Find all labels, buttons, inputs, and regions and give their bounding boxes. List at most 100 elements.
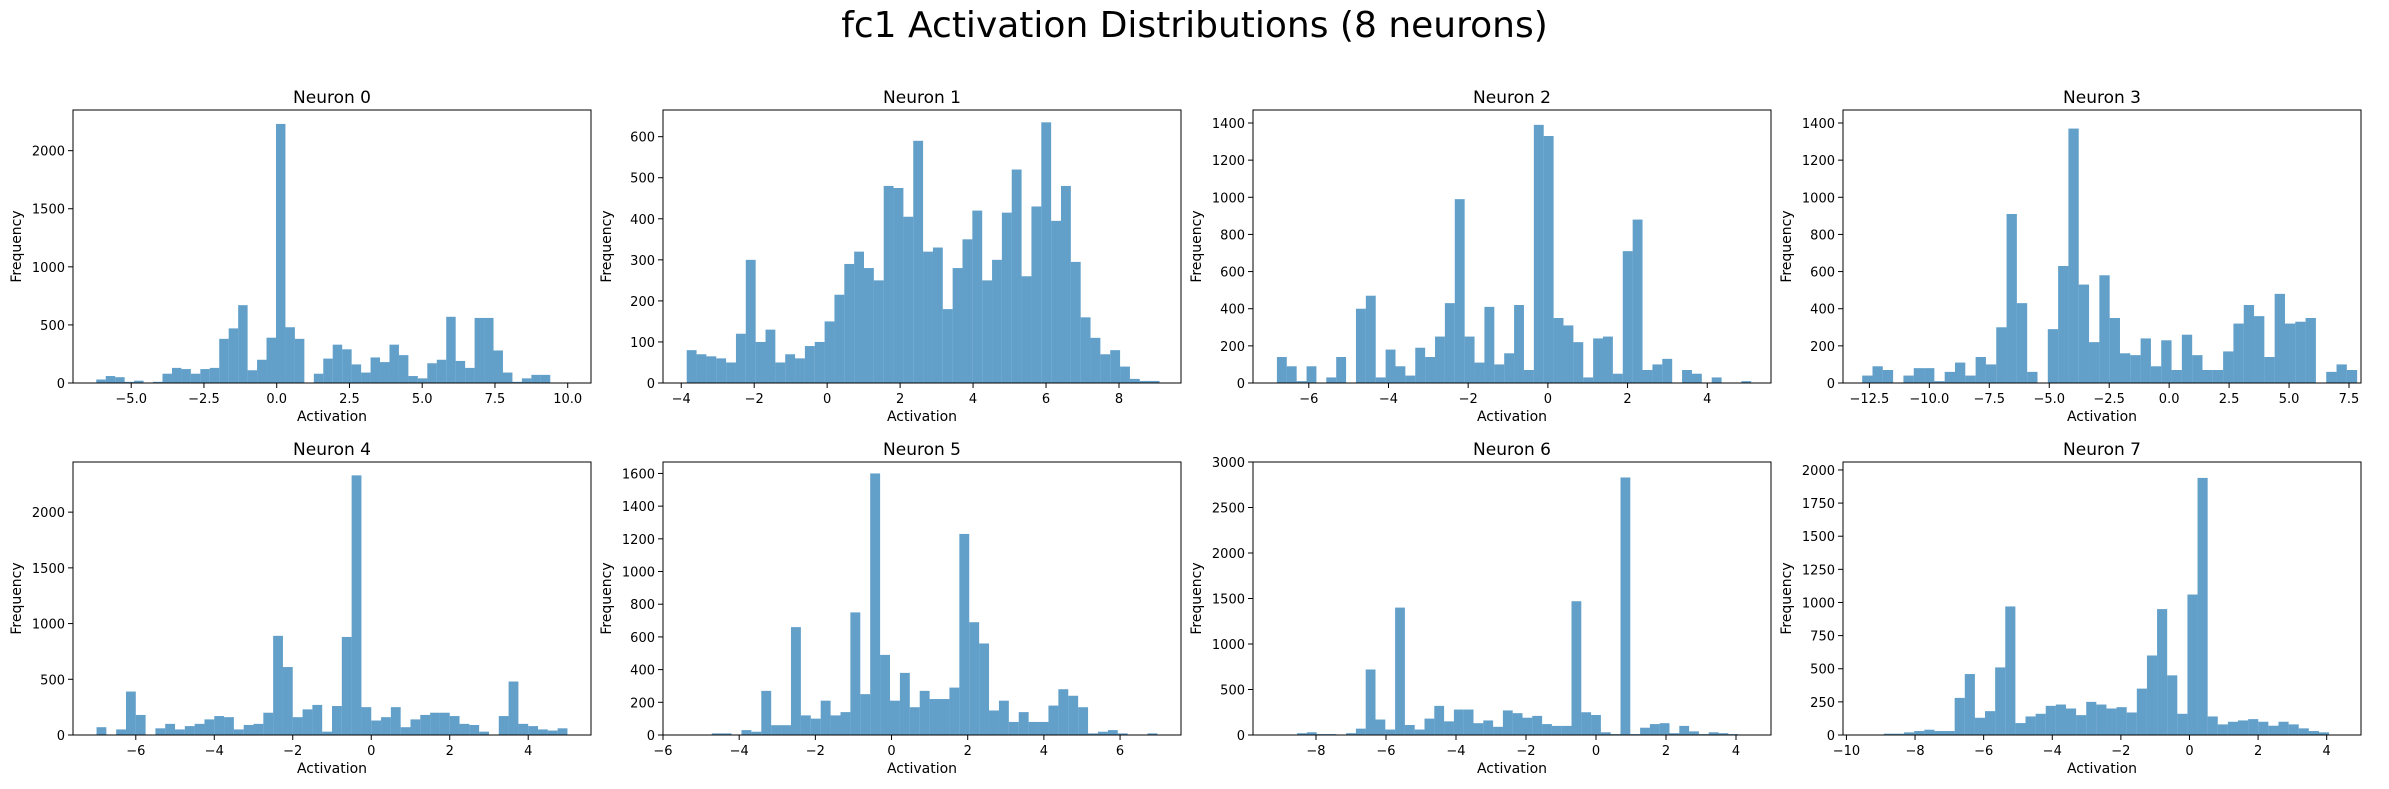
x-tick-label: −2 — [806, 744, 825, 759]
histogram-bar — [2055, 704, 2066, 735]
histogram-bar — [449, 716, 460, 735]
histogram-bar — [512, 381, 522, 383]
y-tick-label: 1200 — [1212, 154, 1245, 169]
y-tick-label: 0 — [647, 377, 655, 392]
y-tick-label: 200 — [1220, 340, 1245, 355]
histogram-bar — [312, 704, 323, 735]
histogram-bar — [493, 350, 503, 383]
x-tick-label: −10.0 — [1909, 392, 1949, 407]
histogram-bar — [351, 364, 362, 383]
histogram-bar — [263, 712, 274, 735]
histogram-bar — [2308, 731, 2319, 735]
histogram-bar — [1068, 695, 1079, 735]
histogram-bar — [200, 369, 210, 383]
histogram-bar — [181, 369, 191, 383]
histogram-bar — [538, 729, 548, 735]
histogram-bar — [1708, 732, 1719, 735]
histogram-bar — [1679, 725, 1690, 735]
subplot-title: Neuron 7 — [2063, 440, 2141, 460]
subplot-neuron-2: −6 −4 −2 0 2 4 0 200 400 600 800 1000 1200 1400 Neuron… — [1189, 88, 1772, 425]
histogram-bar — [105, 376, 116, 383]
histogram-bar — [135, 714, 146, 735]
histogram-bar — [1964, 674, 1975, 735]
histogram-bar — [190, 373, 201, 383]
y-tick-label: 300 — [630, 254, 655, 269]
x-axis-label: Activation — [887, 409, 957, 425]
histogram-bar — [711, 733, 722, 735]
histogram-bar — [2035, 713, 2046, 735]
y-tick-label: 800 — [1810, 228, 1835, 243]
histogram-bar — [1120, 366, 1130, 383]
y-tick-label: 200 — [1810, 340, 1835, 355]
histogram-bar — [810, 718, 821, 735]
histogram-bar — [1882, 370, 1894, 383]
histogram-bar — [1965, 375, 1976, 383]
histogram-bar — [804, 346, 815, 383]
histogram-bar — [1632, 219, 1643, 383]
histogram-bar — [1454, 199, 1465, 383]
y-tick-label: 2000 — [1802, 464, 1835, 479]
histogram-bar — [1995, 667, 2006, 735]
histogram-bar — [1612, 373, 1623, 383]
histogram-bar — [2078, 284, 2090, 383]
histogram-bar — [1542, 724, 1552, 735]
histogram-bar — [1682, 370, 1692, 383]
histogram-bar — [498, 716, 509, 735]
histogram-bar — [257, 359, 267, 383]
histogram-bar — [903, 216, 914, 383]
histogram-bar — [929, 699, 940, 735]
x-tick-label: 7.5 — [2339, 392, 2360, 407]
histogram-bar — [1640, 727, 1650, 735]
histogram-bar — [1286, 366, 1297, 383]
histogram-bar — [361, 372, 371, 383]
histogram-bar — [2126, 712, 2137, 735]
histogram-bar — [1620, 477, 1631, 735]
histogram-bar — [751, 731, 762, 735]
y-tick-label: 1000 — [1802, 596, 1835, 611]
histogram-bar — [134, 380, 144, 383]
y-tick-label: 1250 — [1802, 563, 1835, 578]
histogram-bar — [1117, 733, 1128, 735]
y-tick-label: 600 — [1810, 266, 1835, 281]
x-tick-label: 4 — [524, 744, 532, 759]
histogram-bar — [1008, 721, 1019, 735]
histogram-bar — [1149, 380, 1160, 383]
histogram-bar — [1097, 731, 1108, 735]
histogram-bar — [2157, 609, 2168, 735]
histogram-bar — [2116, 707, 2127, 735]
histogram-bar — [224, 717, 234, 735]
x-tick-label: 8 — [1115, 392, 1123, 407]
x-tick-label: 0.0 — [2159, 392, 2180, 407]
y-tick-label: 500 — [40, 319, 65, 334]
x-tick-label: −12.5 — [1849, 392, 1889, 407]
x-tick-label: −2.5 — [188, 392, 220, 407]
histogram-bar — [726, 362, 736, 383]
histogram-bar — [238, 305, 248, 383]
histogram-bar — [2150, 366, 2162, 383]
histogram-bar — [1689, 731, 1699, 735]
x-tick-label: −10 — [1833, 744, 1860, 759]
histogram-bar — [371, 720, 382, 735]
histogram-bar — [1060, 185, 1071, 383]
histogram-bar — [1913, 368, 1925, 383]
y-tick-label: 0 — [1827, 729, 1835, 744]
subplot-neuron-1: −4 −2 0 2 4 6 8 0 100 200 300 400 500 600 Neuron 1 Acti… — [599, 88, 1182, 425]
histogram-bar — [1444, 303, 1455, 383]
histogram-bar — [741, 730, 752, 735]
subplot-title: Neuron 6 — [1473, 440, 1551, 460]
y-tick-label: 1000 — [1212, 191, 1245, 206]
histogram-bar — [1395, 607, 1405, 735]
x-tick-label: −2 — [745, 392, 764, 407]
histogram-bar — [761, 690, 772, 735]
y-tick-label: 400 — [1810, 303, 1835, 318]
histogram-bar — [2192, 355, 2203, 383]
histogram-bar — [2146, 655, 2158, 735]
histogram-bar — [1985, 711, 1996, 735]
histogram-bar — [1326, 377, 1337, 383]
y-tick-label: 750 — [1810, 630, 1835, 645]
histogram-bar — [540, 374, 551, 383]
histogram-bar — [1139, 380, 1150, 383]
y-tick-label: 0 — [57, 377, 65, 392]
histogram-bar — [1954, 362, 1966, 383]
subplot-neuron-6: −8 −6 −4 −2 0 2 4 0 500 1000 1500 2000 2500 3000 Neuro… — [1189, 440, 1772, 777]
